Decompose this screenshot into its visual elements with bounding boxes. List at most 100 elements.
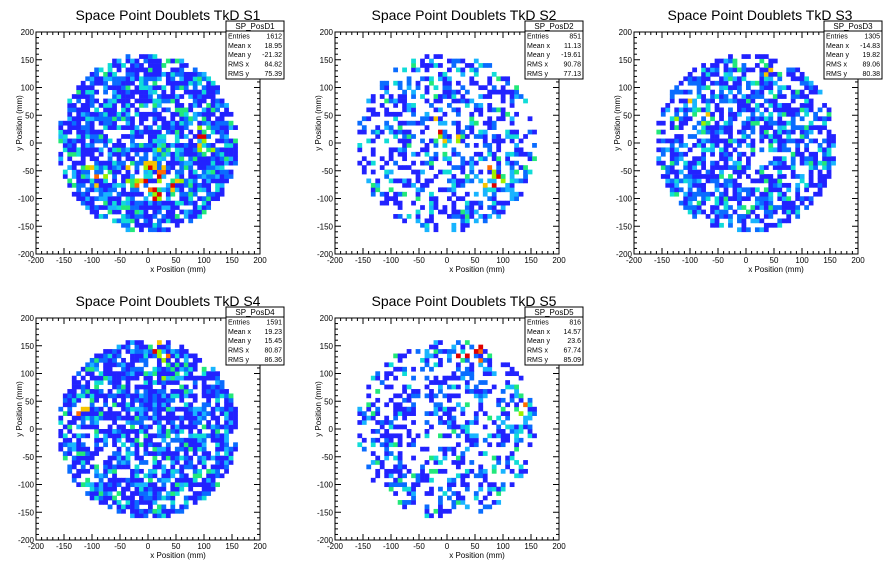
- heatmap-bin: [224, 429, 229, 434]
- heatmap-bin: [781, 107, 787, 113]
- heatmap-bin: [148, 54, 153, 59]
- heatmap-bin: [148, 491, 153, 496]
- heatmap-bin: [219, 178, 225, 184]
- heatmap-bin: [442, 85, 448, 91]
- heatmap-bin: [121, 508, 126, 514]
- heatmap-bin: [768, 103, 774, 108]
- heatmap-bin: [505, 89, 511, 95]
- heatmap-bin: [701, 71, 706, 77]
- heatmap-bin: [62, 433, 68, 439]
- heatmap-bin: [188, 89, 194, 95]
- heatmap-bin: [402, 353, 407, 359]
- heatmap-bin: [143, 424, 149, 430]
- heatmap-bin: [174, 129, 180, 135]
- heatmap-bin: [429, 165, 434, 170]
- heatmap-bin: [384, 375, 390, 381]
- heatmap-bin: [433, 349, 439, 354]
- heatmap-bin: [822, 125, 827, 130]
- heatmap-bin: [732, 196, 738, 202]
- heatmap-bin: [188, 482, 194, 488]
- heatmap-bin: [201, 165, 207, 170]
- heatmap-bin: [777, 138, 783, 144]
- heatmap-bin: [406, 384, 412, 390]
- heatmap-bin: [370, 107, 376, 113]
- heatmap-bin: [139, 191, 144, 197]
- heatmap-bin: [143, 103, 149, 108]
- heatmap-bin: [514, 94, 519, 99]
- heatmap-bin: [121, 429, 126, 434]
- heatmap-bin: [473, 151, 479, 157]
- heatmap-bin: [89, 76, 95, 82]
- heatmap-bin: [737, 182, 742, 188]
- heatmap-bin: [134, 129, 140, 135]
- heatmap-bin: [89, 125, 95, 130]
- heatmap-bin: [406, 442, 412, 448]
- heatmap-bin: [192, 482, 198, 488]
- heatmap-bin: [125, 371, 131, 377]
- heatmap-bin: [763, 165, 769, 170]
- heatmap-bin: [134, 415, 140, 421]
- heatmap-bin: [94, 196, 100, 202]
- heatmap-bin: [188, 218, 194, 224]
- heatmap-bin: [143, 362, 149, 368]
- heatmap-bin: [139, 406, 144, 412]
- heatmap-bin: [98, 129, 104, 135]
- heatmap-bin: [174, 160, 180, 166]
- heatmap-bin: [156, 446, 162, 452]
- heatmap-bin: [103, 460, 108, 465]
- heatmap-bin: [523, 420, 528, 425]
- heatmap-bin: [183, 437, 189, 443]
- heatmap-bin: [768, 63, 774, 68]
- heatmap-bin: [121, 151, 126, 157]
- heatmap-bin: [103, 357, 108, 363]
- stats-row-label: Mean x: [228, 43, 251, 50]
- heatmap-bin: [89, 182, 95, 188]
- heatmap-bin: [500, 468, 506, 474]
- heatmap-bin: [754, 103, 760, 108]
- heatmap-bin: [393, 134, 399, 139]
- heatmap-bin: [370, 375, 376, 381]
- heatmap-bin: [170, 71, 176, 77]
- heatmap-bin: [370, 187, 376, 193]
- heatmap-bin: [411, 111, 416, 117]
- heatmap-bin: [156, 196, 162, 202]
- heatmap-bin: [71, 165, 77, 170]
- heatmap-bin: [678, 116, 684, 122]
- heatmap-bin: [826, 134, 832, 139]
- heatmap-bin: [210, 165, 216, 170]
- heatmap-bin: [148, 393, 153, 399]
- heatmap-bin: [130, 205, 135, 210]
- heatmap-bin: [116, 402, 122, 408]
- heatmap-bin: [112, 437, 117, 443]
- heatmap-bin: [509, 482, 515, 488]
- heatmap-bin: [460, 495, 466, 501]
- heatmap-bin: [804, 76, 810, 82]
- heatmap-bin: [505, 384, 511, 390]
- heatmap-bin: [379, 420, 385, 425]
- heatmap-bin: [817, 178, 823, 184]
- heatmap-bin: [478, 357, 484, 363]
- heatmap-bin: [219, 165, 225, 170]
- heatmap-bin: [143, 58, 149, 64]
- heatmap-bin: [781, 174, 787, 179]
- heatmap-bin: [482, 424, 488, 430]
- y-tick-label: -150: [317, 222, 334, 231]
- heatmap-bin: [523, 178, 528, 184]
- heatmap-bin: [781, 205, 787, 210]
- heatmap-bin: [723, 209, 729, 215]
- heatmap-bin: [107, 209, 113, 215]
- heatmap-bin: [750, 111, 756, 117]
- heatmap-bin: [62, 393, 68, 399]
- heatmap-bin: [518, 424, 524, 430]
- heatmap-bin: [179, 218, 185, 224]
- heatmap-bin: [161, 218, 167, 224]
- heatmap-bin: [397, 353, 403, 359]
- heatmap-bin: [197, 491, 203, 496]
- heatmap-bin: [165, 147, 171, 153]
- heatmap-bin: [228, 125, 234, 130]
- y-tick-label: -100: [317, 481, 334, 490]
- heatmap-bin: [478, 389, 484, 394]
- heatmap-bin: [370, 442, 376, 448]
- heatmap-bin: [523, 174, 528, 179]
- heatmap-bin: [121, 94, 126, 99]
